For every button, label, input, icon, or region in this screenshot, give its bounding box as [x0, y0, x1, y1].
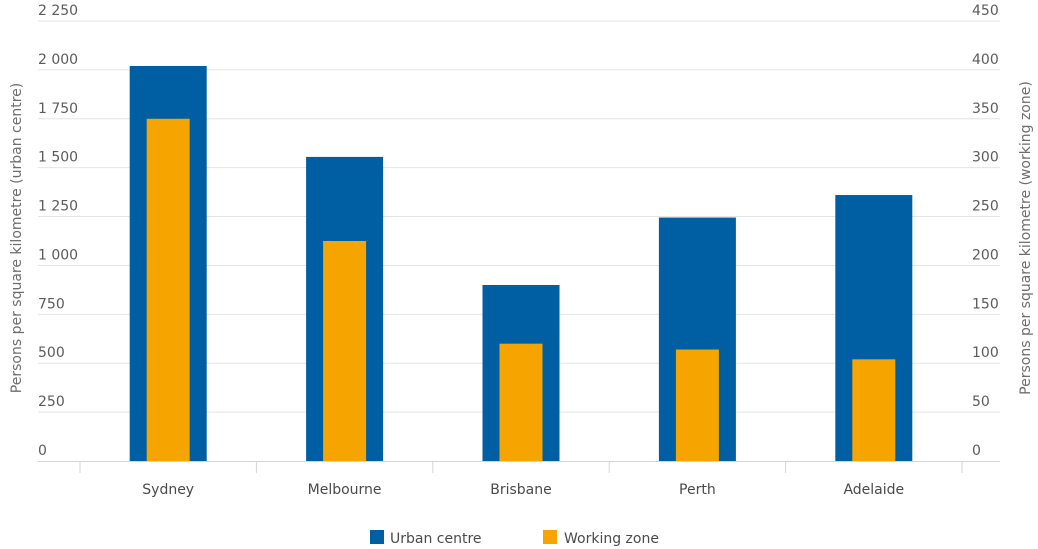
x-axis: Sydney Melbourne Brisbane Perth Adelaide — [38, 461, 1000, 498]
right-tick-label: 0 — [972, 443, 981, 459]
left-tick-label: 1 750 — [38, 101, 78, 117]
legend-label-working-zone: Working zone — [564, 531, 659, 547]
right-tick-label: 100 — [972, 345, 999, 361]
category-label: Perth — [679, 482, 716, 498]
legend-swatch-urban-centre — [370, 530, 384, 544]
bar-working-zone — [323, 241, 367, 461]
right-axis-ticks: 0 50 100 150 200 250 300 350 400 450 — [972, 3, 999, 459]
category-label: Brisbane — [490, 482, 552, 498]
left-tick-label: 1 000 — [38, 247, 78, 263]
left-tick-label: 0 — [38, 443, 47, 459]
right-tick-label: 450 — [972, 3, 999, 19]
left-tick-label: 750 — [38, 296, 65, 312]
bar-working-zone — [146, 118, 190, 462]
category-label: Sydney — [142, 482, 194, 498]
category-label: Melbourne — [308, 482, 382, 498]
legend-label-urban-centre: Urban centre — [390, 531, 482, 547]
left-axis-label: Persons per square kilometre (urban cent… — [9, 83, 25, 393]
bar-working-zone — [499, 343, 543, 461]
left-tick-label: 2 250 — [38, 3, 78, 19]
bar-working-zone — [852, 359, 896, 461]
bar-working-zone — [675, 349, 719, 461]
left-tick-label: 500 — [38, 345, 65, 361]
right-tick-label: 300 — [972, 150, 999, 166]
right-tick-label: 400 — [972, 52, 999, 68]
bars — [129, 65, 913, 462]
right-axis-label: Persons per square kilometre (working zo… — [1018, 81, 1034, 395]
left-tick-label: 1 500 — [38, 150, 78, 166]
category-label: Adelaide — [843, 482, 904, 498]
right-tick-label: 250 — [972, 199, 999, 215]
right-tick-label: 150 — [972, 296, 999, 312]
right-tick-label: 350 — [972, 101, 999, 117]
left-tick-label: 250 — [38, 394, 65, 410]
left-axis-ticks: 0 250 500 750 1 000 1 250 1 500 1 750 2 000 2 250 — [38, 3, 78, 459]
left-tick-label: 1 250 — [38, 199, 78, 215]
left-tick-label: 2 000 — [38, 52, 78, 68]
right-tick-label: 50 — [972, 394, 990, 410]
legend-swatch-working-zone — [543, 530, 557, 544]
right-tick-label: 200 — [972, 247, 999, 263]
legend: Urban centre Working zone — [370, 530, 659, 547]
